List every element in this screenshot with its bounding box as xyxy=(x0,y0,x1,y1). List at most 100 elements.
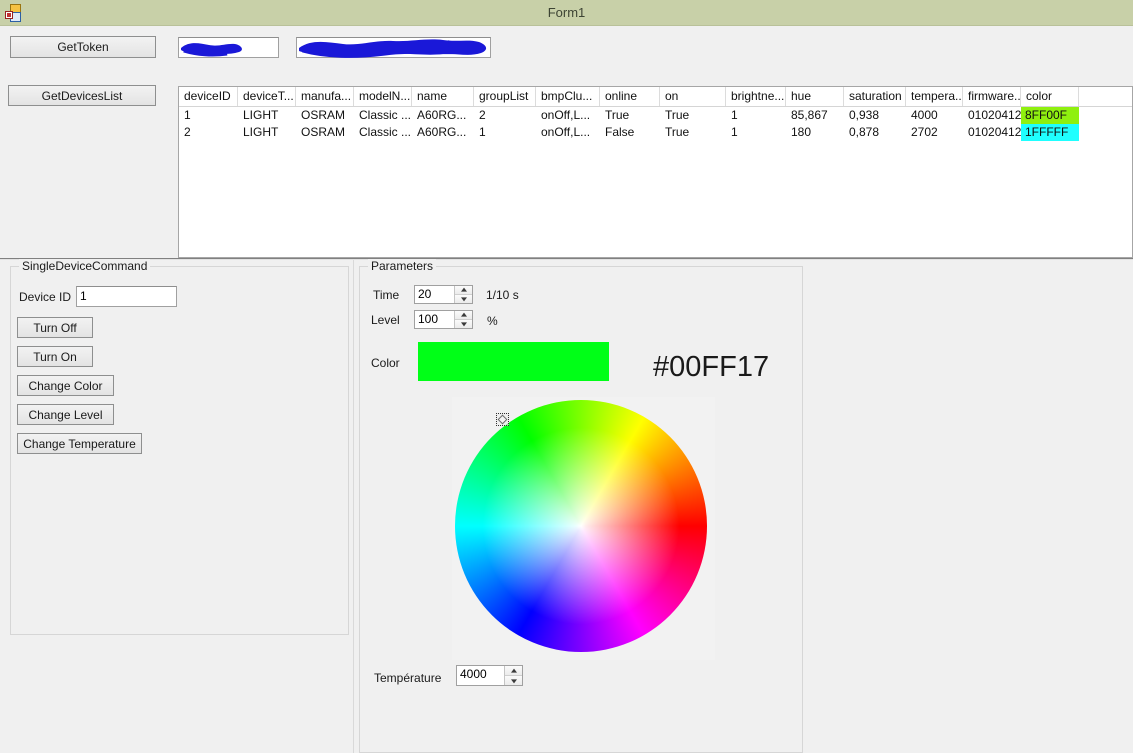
single-device-command-title: SingleDeviceCommand xyxy=(19,259,151,273)
color-wheel-marker[interactable] xyxy=(496,413,509,426)
change-temperature-button[interactable]: Change Temperature xyxy=(17,433,142,454)
temperature-label: Température xyxy=(374,671,442,685)
cell-name[interactable]: A60RG... xyxy=(417,108,467,122)
cell-color[interactable]: 8FF00F xyxy=(1021,107,1079,124)
cell-devicetype[interactable]: LIGHT xyxy=(243,108,279,122)
time-value[interactable]: 20 xyxy=(418,287,432,301)
turn-on-button[interactable]: Turn On xyxy=(17,346,93,367)
cell-saturation[interactable]: 0,938 xyxy=(849,108,880,122)
devices-data-grid[interactable]: deviceID deviceT... manufa... modelN... … xyxy=(178,86,1133,258)
level-value[interactable]: 100 xyxy=(418,312,439,326)
color-wheel-panel[interactable] xyxy=(452,397,715,660)
table-row[interactable]: 1 LIGHT OSRAM Classic ... A60RG... 2 onO… xyxy=(179,107,1132,124)
cell-grouplist[interactable]: 1 xyxy=(479,125,486,139)
cell-hue[interactable]: 85,867 xyxy=(791,108,828,122)
horizontal-splitter[interactable] xyxy=(0,258,1133,259)
color-label: Color xyxy=(371,356,400,370)
token-input[interactable] xyxy=(178,37,279,58)
cell-devicetype[interactable]: LIGHT xyxy=(243,125,279,139)
cell-on[interactable]: True xyxy=(665,125,690,139)
cell-filler[interactable] xyxy=(1079,124,1129,141)
grid-column-saturation[interactable]: saturation xyxy=(844,87,906,106)
cell-bmpcluster[interactable]: onOff,L... xyxy=(541,108,591,122)
cell-online[interactable]: False xyxy=(605,125,635,139)
level-unit-label: % xyxy=(487,314,498,328)
grid-column-filler[interactable] xyxy=(1079,87,1129,106)
temperature-increment-icon[interactable] xyxy=(505,666,522,676)
cell-modelname[interactable]: Classic ... xyxy=(359,108,412,122)
cell-saturation[interactable]: 0,878 xyxy=(849,125,880,139)
grid-column-firmware[interactable]: firmware... xyxy=(963,87,1021,106)
cell-online[interactable]: True xyxy=(605,108,630,122)
level-label: Level xyxy=(371,313,400,327)
grid-column-grouplist[interactable]: groupList xyxy=(474,87,536,106)
device-id-label: Device ID xyxy=(19,290,72,304)
color-preview-swatch[interactable] xyxy=(418,342,609,381)
grid-column-devicetype[interactable]: deviceT... xyxy=(238,87,296,106)
turn-off-button[interactable]: Turn Off xyxy=(17,317,93,338)
window-titlebar: Form1 xyxy=(0,0,1133,26)
splitter-highlight xyxy=(0,259,1133,260)
parameters-title: Parameters xyxy=(368,259,437,273)
cell-deviceid[interactable]: 2 xyxy=(184,125,191,139)
grid-header-row: deviceID deviceT... manufa... modelN... … xyxy=(179,87,1132,107)
cell-manufacturer[interactable]: OSRAM xyxy=(301,108,346,122)
grid-column-bmpcluster[interactable]: bmpClu... xyxy=(536,87,600,106)
time-label: Time xyxy=(373,288,400,302)
cell-firmware[interactable]: 01020412 xyxy=(968,125,1021,139)
cell-firmware[interactable]: 01020412 xyxy=(968,108,1021,122)
grid-column-online[interactable]: online xyxy=(600,87,660,106)
grid-column-manufacturer[interactable]: manufa... xyxy=(296,87,354,106)
time-unit-label: 1/10 s xyxy=(486,288,519,302)
winform-icon xyxy=(5,4,23,22)
time-increment-icon[interactable] xyxy=(455,286,472,295)
get-devices-list-button[interactable]: GetDevicesList xyxy=(8,85,156,106)
vertical-splitter[interactable] xyxy=(353,260,354,753)
grid-column-temperature[interactable]: tempera... xyxy=(906,87,963,106)
device-id-input[interactable]: 1 xyxy=(76,286,177,307)
grid-column-name[interactable]: name xyxy=(412,87,474,106)
username-input[interactable] xyxy=(296,37,491,58)
change-level-button[interactable]: Change Level xyxy=(17,404,114,425)
cell-on[interactable]: True xyxy=(665,108,690,122)
cell-color[interactable]: 1FFFFF xyxy=(1021,124,1079,141)
level-increment-icon[interactable] xyxy=(455,311,472,320)
cell-temperature[interactable]: 2702 xyxy=(911,125,938,139)
grid-column-deviceid[interactable]: deviceID xyxy=(179,87,238,106)
level-decrement-icon[interactable] xyxy=(455,320,472,328)
cell-deviceid[interactable]: 1 xyxy=(184,108,191,122)
time-decrement-icon[interactable] xyxy=(455,295,472,303)
cell-grouplist[interactable]: 2 xyxy=(479,108,486,122)
change-color-button[interactable]: Change Color xyxy=(17,375,114,396)
grid-column-color[interactable]: color xyxy=(1021,87,1079,106)
cell-bmpcluster[interactable]: onOff,L... xyxy=(541,125,591,139)
single-device-command-group: SingleDeviceCommand Device ID 1 Turn Off… xyxy=(10,259,349,635)
grid-column-hue[interactable]: hue xyxy=(786,87,844,106)
color-hex-value: #00FF17 xyxy=(653,351,770,383)
level-stepper-buttons[interactable] xyxy=(454,311,472,328)
temperature-decrement-icon[interactable] xyxy=(505,676,522,685)
table-row[interactable]: 2 LIGHT OSRAM Classic ... A60RG... 1 onO… xyxy=(179,124,1132,141)
temperature-stepper[interactable]: 4000 xyxy=(456,665,523,686)
cell-hue[interactable]: 180 xyxy=(791,125,812,139)
get-token-button[interactable]: GetToken xyxy=(10,36,156,58)
temperature-value[interactable]: 4000 xyxy=(460,667,487,681)
cell-manufacturer[interactable]: OSRAM xyxy=(301,125,346,139)
grid-column-on[interactable]: on xyxy=(660,87,726,106)
cell-name[interactable]: A60RG... xyxy=(417,125,467,139)
time-stepper-buttons[interactable] xyxy=(454,286,472,303)
level-stepper[interactable]: 100 xyxy=(414,310,473,329)
cell-modelname[interactable]: Classic ... xyxy=(359,125,412,139)
window-title: Form1 xyxy=(547,5,586,20)
color-wheel[interactable] xyxy=(455,400,707,652)
grid-column-modelname[interactable]: modelN... xyxy=(354,87,412,106)
cell-filler[interactable] xyxy=(1079,107,1129,124)
cell-temperature[interactable]: 4000 xyxy=(911,108,938,122)
temperature-stepper-buttons[interactable] xyxy=(504,666,522,685)
grid-column-brightness[interactable]: brightne... xyxy=(726,87,786,106)
cell-brightness[interactable]: 1 xyxy=(731,108,738,122)
parameters-group: Parameters Time 20 1/10 s Level 100 % Co… xyxy=(359,259,803,753)
time-stepper[interactable]: 20 xyxy=(414,285,473,304)
cell-brightness[interactable]: 1 xyxy=(731,125,738,139)
